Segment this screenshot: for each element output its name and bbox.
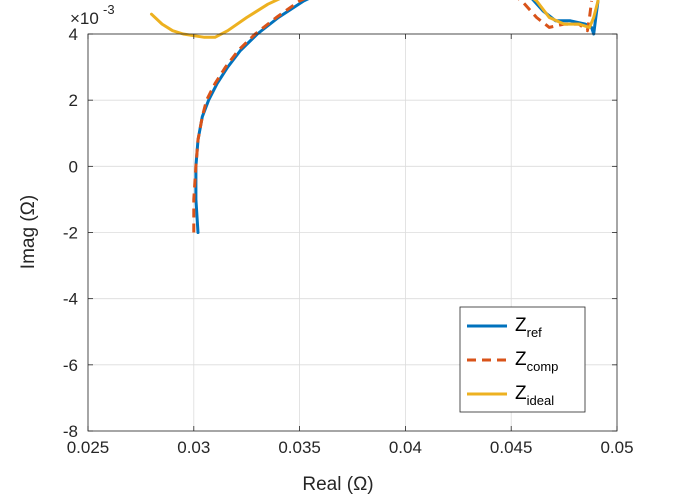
legend-label-ideal: Zideal	[515, 383, 554, 408]
y-tick-label-0: -8	[63, 422, 78, 441]
legend-sub-comp: comp	[527, 359, 559, 374]
y-exponent-power: -3	[103, 2, 115, 17]
legend-sub-ref: ref	[527, 325, 543, 340]
legend: Zref Zcomp Zideal	[459, 306, 586, 413]
x-tick-label-0: 0.025	[67, 438, 110, 457]
y-axis-label: Imag (Ω)	[18, 195, 39, 269]
legend-name-ideal: Z	[515, 383, 527, 404]
series-line-ref	[194, 0, 600, 234]
x-tick-label-1: 0.03	[177, 438, 210, 457]
series-line-ideal	[150, 0, 600, 39]
legend-name-comp: Z	[515, 349, 527, 370]
legend-name-ref: Z	[515, 315, 527, 336]
y-tick-label-6: 4	[69, 25, 78, 44]
x-tick-label-3: 0.04	[389, 438, 422, 457]
x-tick-label-5: 0.05	[600, 438, 633, 457]
y-tick-label-4: 0	[69, 157, 78, 176]
series-layer	[150, 0, 600, 234]
series-line-comp	[192, 0, 594, 233]
y-tick-label-3: -2	[63, 224, 78, 243]
legend-label-comp: Zcomp	[515, 349, 558, 374]
y-tick-label-5: 2	[69, 91, 78, 110]
y-exponent-base: ×10	[70, 9, 99, 28]
y-tick-label-2: -4	[63, 290, 78, 309]
x-tick-label-4: 0.045	[490, 438, 533, 457]
legend-label-ref: Zref	[515, 315, 542, 340]
legend-sub-ideal: ideal	[527, 393, 555, 408]
x-axis-label: Real (Ω)	[302, 474, 373, 495]
axis-ticks: 0.025 0.03 0.035 0.04 0.045 0.05 -8 -6 -4 -2 0 2 4	[63, 25, 634, 457]
x-tick-label-2: 0.035	[278, 438, 321, 457]
y-tick-label-1: -6	[63, 356, 78, 375]
